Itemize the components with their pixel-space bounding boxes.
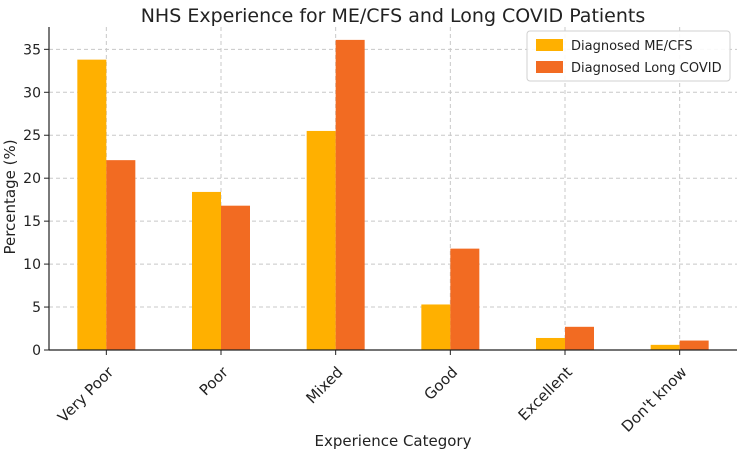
bar-mecfs-3 — [421, 304, 451, 350]
bar-longcovid-4 — [565, 326, 594, 350]
bar-longcovid-0 — [106, 160, 136, 350]
bar-mecfs-1 — [192, 191, 221, 350]
legend-swatch — [536, 61, 563, 73]
y-tick-label: 25 — [23, 128, 41, 144]
bar-mecfs-4 — [536, 337, 565, 350]
legend-label: Diagnosed Long COVID — [571, 61, 722, 76]
y-tick-label: 5 — [32, 300, 41, 316]
x-tick-label: Very Poor — [54, 363, 118, 427]
y-tick-label: 15 — [23, 214, 41, 230]
legend-swatch — [536, 39, 563, 51]
y-axis-label: Percentage (%) — [1, 139, 19, 254]
bar-longcovid-3 — [450, 248, 480, 350]
y-tick-label: 0 — [32, 343, 41, 359]
x-axis-label: Experience Category — [315, 432, 472, 450]
bar-mecfs-5 — [650, 344, 680, 350]
bar-longcovid-2 — [335, 39, 365, 350]
x-tick-label: Poor — [196, 363, 233, 400]
legend: Diagnosed ME/CFS Diagnosed Long COVID — [526, 30, 731, 82]
y-tick-label: 35 — [23, 42, 41, 58]
y-tick-label: 30 — [23, 85, 41, 101]
x-tick-label: Mixed — [302, 363, 346, 407]
y-tick-label: 20 — [23, 171, 41, 187]
bar-longcovid-5 — [679, 340, 709, 350]
x-tick-label: Don't know — [618, 363, 691, 436]
y-tick-label: 10 — [23, 257, 41, 273]
bar-mecfs-0 — [77, 59, 107, 350]
legend-box — [526, 30, 731, 82]
bar-layer — [77, 39, 709, 350]
x-tick-label: Excellent — [515, 363, 576, 424]
chart-title: NHS Experience for ME/CFS and Long COVID… — [141, 5, 646, 27]
x-tick-label: Good — [421, 363, 462, 404]
legend-label: Diagnosed ME/CFS — [571, 39, 693, 54]
bar-mecfs-2 — [306, 130, 336, 350]
bar-longcovid-1 — [221, 205, 250, 350]
